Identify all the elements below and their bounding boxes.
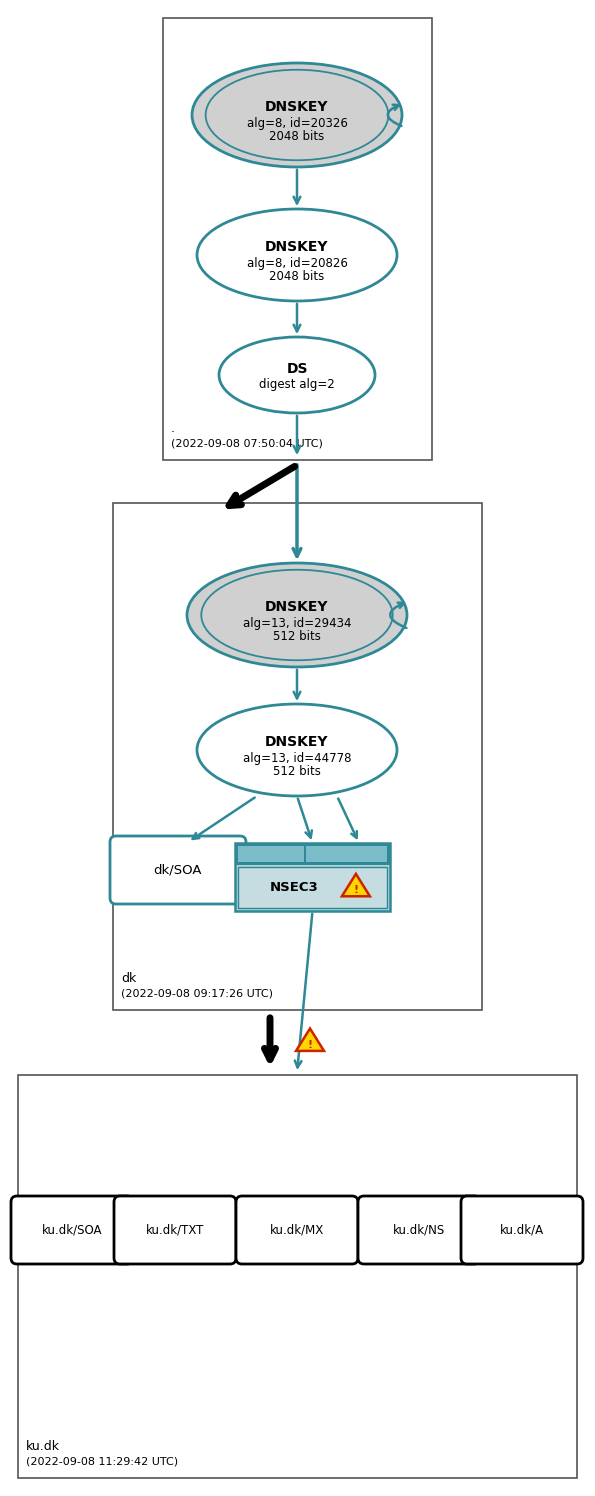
Polygon shape [342,874,370,896]
Bar [235,844,390,911]
Text: 2048 bits: 2048 bits [270,269,325,283]
Bar [238,866,387,908]
Text: digest alg=2: digest alg=2 [259,377,335,390]
Bar [238,847,304,862]
Text: NSEC3: NSEC3 [270,881,318,895]
Text: (2022-09-08 07:50:04 UTC): (2022-09-08 07:50:04 UTC) [171,438,323,447]
FancyBboxPatch shape [11,1195,133,1264]
Bar [113,503,482,1010]
Text: DS: DS [286,362,308,375]
Text: alg=8, id=20326: alg=8, id=20326 [246,117,347,130]
Text: dk/SOA: dk/SOA [154,863,202,877]
Text: DNSKEY: DNSKEY [265,600,329,613]
Text: 512 bits: 512 bits [273,764,321,778]
FancyBboxPatch shape [236,1195,358,1264]
Text: .: . [171,422,175,435]
Text: ku.dk/NS: ku.dk/NS [393,1224,445,1237]
Text: ku.dk/MX: ku.dk/MX [270,1224,324,1237]
Text: ku.dk/A: ku.dk/A [500,1224,544,1237]
Text: !: ! [353,884,358,895]
Text: (2022-09-08 09:17:26 UTC): (2022-09-08 09:17:26 UTC) [121,987,273,998]
FancyBboxPatch shape [358,1195,480,1264]
Ellipse shape [197,209,397,301]
Bar [163,18,432,459]
Text: alg=8, id=20826: alg=8, id=20826 [246,256,347,269]
Ellipse shape [219,337,375,413]
Ellipse shape [187,562,407,667]
Text: ku.dk: ku.dk [26,1441,60,1453]
FancyBboxPatch shape [110,836,246,904]
Text: (2022-09-08 11:29:42 UTC): (2022-09-08 11:29:42 UTC) [26,1456,178,1466]
Text: !: ! [308,1040,312,1050]
Bar [18,1076,577,1478]
Text: DNSKEY: DNSKEY [265,735,329,749]
Text: alg=13, id=29434: alg=13, id=29434 [243,616,351,630]
Text: ku.dk/SOA: ku.dk/SOA [42,1224,102,1237]
Text: dk: dk [121,972,136,984]
Bar [306,847,387,862]
Text: 2048 bits: 2048 bits [270,130,325,142]
Bar [235,844,390,865]
Text: ku.dk/TXT: ku.dk/TXT [146,1224,204,1237]
Ellipse shape [197,705,397,796]
Text: DNSKEY: DNSKEY [265,239,329,254]
Text: DNSKEY: DNSKEY [265,100,329,114]
FancyBboxPatch shape [114,1195,236,1264]
Text: alg=13, id=44778: alg=13, id=44778 [243,751,351,764]
Polygon shape [296,1029,324,1050]
FancyBboxPatch shape [461,1195,583,1264]
Text: 512 bits: 512 bits [273,630,321,642]
Ellipse shape [192,63,402,168]
